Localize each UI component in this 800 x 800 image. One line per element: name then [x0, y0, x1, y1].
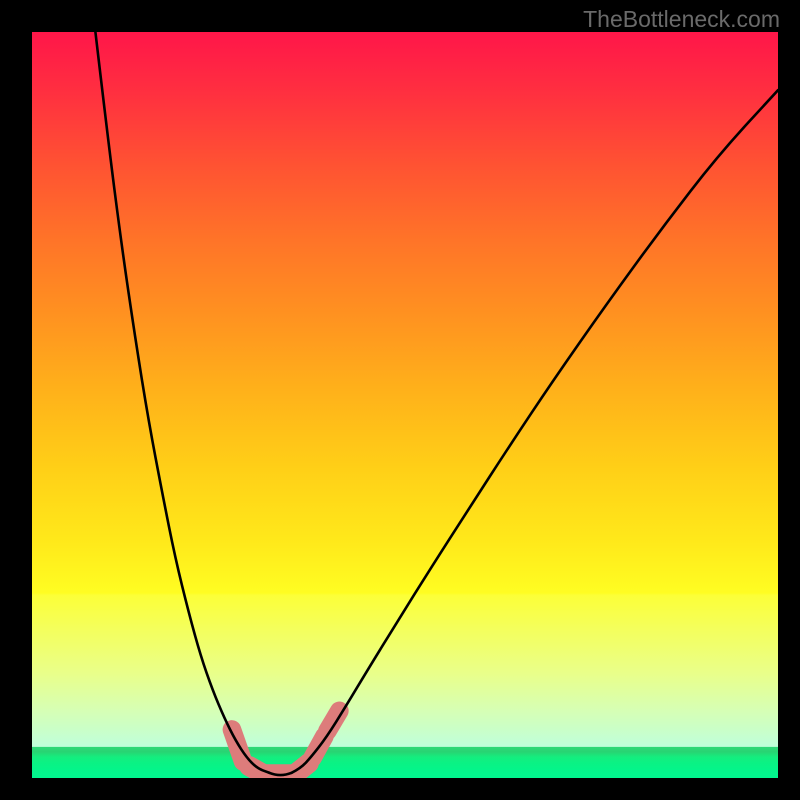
bottleneck-curve-chart — [32, 32, 778, 778]
gradient-background — [32, 32, 778, 778]
chart-plot — [32, 32, 778, 778]
watermark-text: TheBottleneck.com — [583, 6, 780, 33]
